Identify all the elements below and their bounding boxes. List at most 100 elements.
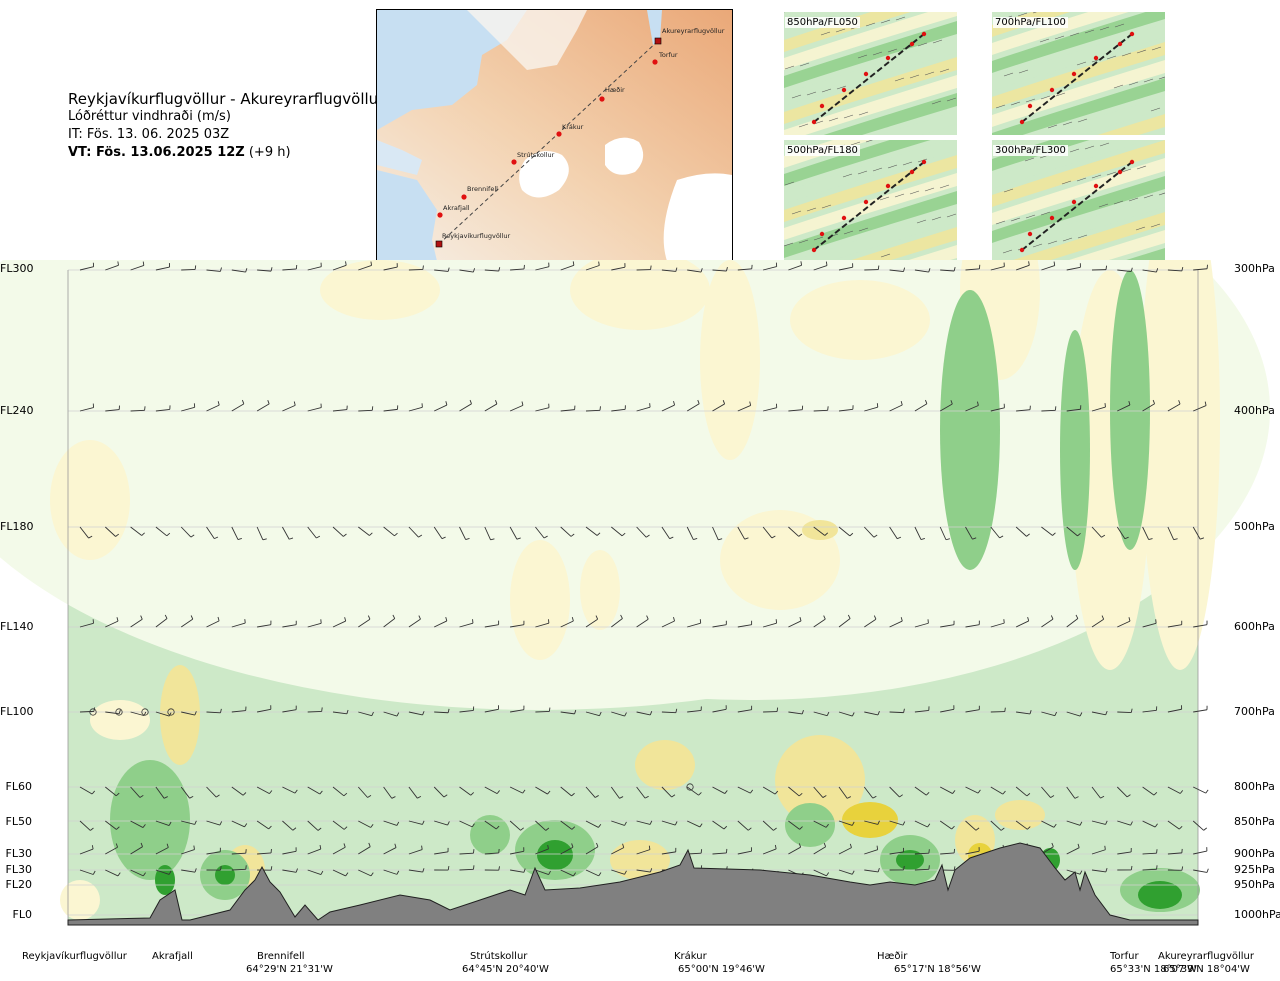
wind-barb bbox=[206, 267, 222, 272]
wind-barb bbox=[1117, 847, 1132, 855]
inset-barb bbox=[1010, 217, 1021, 222]
wind-barb bbox=[104, 526, 120, 537]
inset-barb bbox=[909, 190, 920, 195]
wind-barb bbox=[1193, 868, 1209, 873]
wind-barb bbox=[1016, 405, 1031, 412]
wind-barb bbox=[1066, 526, 1081, 537]
inset-barb bbox=[799, 62, 810, 67]
wind-barb bbox=[1142, 268, 1159, 273]
wind-barb bbox=[560, 869, 577, 877]
inset-barb bbox=[1039, 38, 1050, 43]
wind-barb bbox=[535, 707, 551, 713]
inset-band bbox=[823, 93, 957, 135]
inset-band bbox=[1004, 212, 1165, 263]
inset-barb bbox=[1017, 12, 1028, 17]
wind-barb bbox=[408, 820, 425, 825]
wind-barb bbox=[257, 267, 273, 272]
wind-barb bbox=[1142, 619, 1157, 628]
calm-wind-marker bbox=[141, 708, 149, 716]
wind-barb bbox=[1142, 849, 1158, 855]
wind-barb bbox=[1192, 526, 1205, 540]
inset-band bbox=[880, 111, 957, 135]
inset-barb bbox=[1003, 188, 1014, 193]
field-contour bbox=[1060, 330, 1090, 570]
wind-barb bbox=[332, 709, 349, 715]
wind-barb bbox=[79, 619, 94, 628]
wind-barb bbox=[838, 869, 855, 875]
field-contour bbox=[50, 440, 130, 560]
inset-barb bbox=[995, 220, 1006, 225]
inset-waypoint bbox=[1019, 119, 1025, 125]
wind-barb bbox=[1091, 786, 1105, 799]
inset-barb bbox=[806, 91, 817, 96]
inset-waypoint bbox=[811, 119, 817, 125]
inset-barb bbox=[872, 51, 883, 56]
wind-barb bbox=[560, 843, 574, 855]
wind-barb bbox=[383, 843, 397, 855]
wind-barb bbox=[282, 526, 294, 540]
wind-barb bbox=[1066, 820, 1083, 826]
wind-barb bbox=[535, 619, 550, 628]
wind-barb bbox=[1193, 620, 1208, 628]
field-contour bbox=[580, 550, 620, 630]
field-contour bbox=[1110, 270, 1150, 550]
wind-barb bbox=[585, 406, 601, 412]
level-700hpa: 700hPa bbox=[1234, 705, 1275, 718]
wind-barb bbox=[1066, 614, 1079, 628]
inset-barb bbox=[1047, 124, 1058, 129]
wind-barb bbox=[813, 869, 830, 877]
wind-barb bbox=[914, 849, 930, 855]
wind-barb bbox=[1167, 848, 1183, 855]
level-400hpa: 400hPa bbox=[1234, 404, 1275, 417]
wind-barb bbox=[155, 820, 172, 826]
wind-barb bbox=[79, 262, 95, 271]
wind-barb bbox=[864, 615, 877, 628]
inset-barb bbox=[1158, 76, 1165, 80]
wind-barb bbox=[206, 708, 222, 714]
level-800hpa: 800hPa bbox=[1234, 780, 1275, 793]
wind-barb bbox=[282, 868, 298, 873]
wind-barb bbox=[79, 786, 96, 795]
wind-barb bbox=[383, 786, 396, 799]
wind-barb bbox=[990, 403, 1005, 412]
wind-barb bbox=[155, 869, 172, 875]
inset-barb bbox=[1121, 168, 1132, 173]
wind-barb bbox=[838, 786, 851, 799]
wind-barb bbox=[1167, 620, 1183, 628]
wind-barb bbox=[509, 786, 526, 794]
wind-barb bbox=[1167, 786, 1184, 794]
inset-barb bbox=[1150, 107, 1161, 112]
wind-barb bbox=[408, 845, 423, 855]
wind-barb bbox=[79, 869, 96, 875]
wind-barb bbox=[459, 399, 472, 412]
wind-barb bbox=[1091, 845, 1106, 855]
inset-barb bbox=[1047, 240, 1058, 245]
wind-barb bbox=[965, 705, 980, 713]
fjord-west bbox=[377, 140, 422, 175]
wind-barb bbox=[408, 711, 425, 716]
wind-barb bbox=[459, 268, 476, 273]
wind-barb bbox=[105, 820, 120, 830]
inset-barb bbox=[939, 184, 950, 189]
wind-barb bbox=[357, 786, 372, 798]
inset-waypoint bbox=[885, 55, 891, 61]
inset-barb bbox=[1054, 35, 1065, 40]
field-contour bbox=[635, 740, 695, 790]
wind-barb bbox=[484, 526, 495, 541]
wind-barb bbox=[1015, 526, 1030, 537]
wind-barb bbox=[383, 405, 399, 412]
wind-barb bbox=[788, 616, 802, 628]
wind-barb bbox=[611, 711, 627, 717]
wind-barb bbox=[788, 526, 803, 537]
wind-barb bbox=[484, 705, 499, 713]
wind-barb bbox=[863, 526, 878, 538]
wind-barb bbox=[889, 267, 906, 272]
inset-barb bbox=[946, 213, 957, 218]
wind-barb bbox=[687, 820, 703, 828]
inset-barb bbox=[1003, 72, 1014, 77]
wind-barb bbox=[914, 526, 925, 541]
field-contour bbox=[896, 850, 924, 870]
wind-barb bbox=[762, 526, 776, 539]
wind-barb bbox=[610, 786, 624, 799]
wind-barb bbox=[1167, 705, 1183, 713]
